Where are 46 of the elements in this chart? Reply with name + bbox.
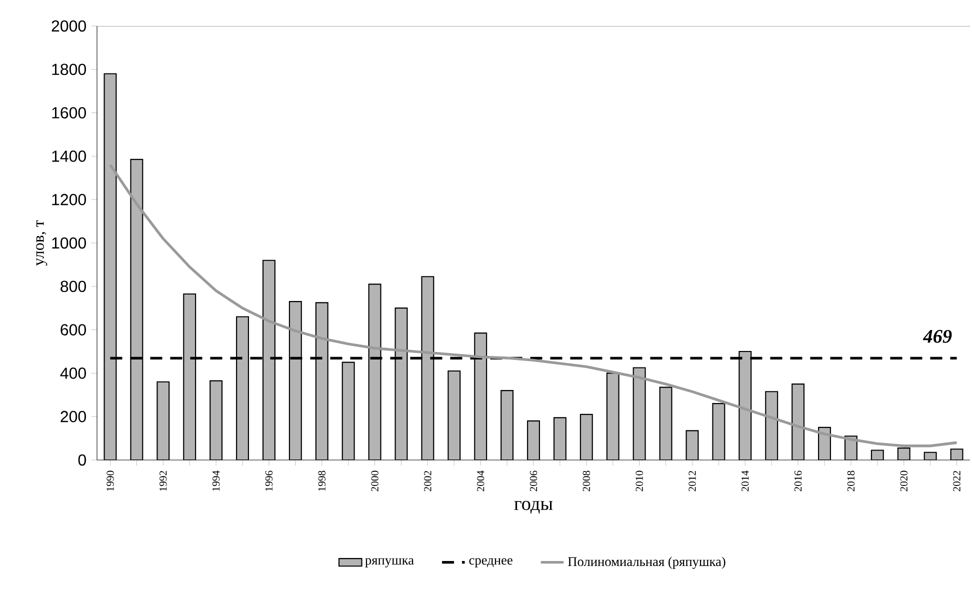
bar	[183, 293, 196, 460]
bar	[315, 302, 328, 460]
x-tick-label: 1996	[265, 470, 273, 491]
bar	[156, 381, 170, 460]
x-tick-label: 2014	[742, 470, 749, 492]
x-tick-label: 1990	[106, 470, 114, 491]
x-tick-label: 2012	[688, 470, 696, 492]
x-tick-label: 2000	[371, 470, 378, 492]
x-tick-label: 2008	[582, 470, 590, 492]
bar	[262, 260, 276, 460]
y-tick-label: 400	[60, 368, 86, 379]
bar	[500, 390, 514, 460]
x-tick-label: 2022	[953, 470, 960, 492]
legend-label: Полиномиальная (ряпушка)	[568, 556, 726, 569]
x-tick-label: 1998	[318, 470, 326, 491]
bar	[606, 372, 620, 460]
y-tick-label: 800	[60, 280, 86, 292]
y-tick-label: 200	[60, 410, 86, 422]
y-tick-label: 2000	[52, 20, 86, 32]
x-axis-title: годы	[514, 500, 553, 514]
x-tick-label: 2006	[530, 470, 538, 492]
x-tick-label: 1992	[160, 470, 167, 491]
y-tick-label: 1400	[52, 150, 86, 162]
x-tick-label: 1994	[212, 470, 220, 491]
legend-label: среднее	[469, 558, 512, 568]
y-tick-label: 0	[78, 454, 86, 466]
y-axis-title: улов, т	[36, 220, 48, 266]
x-tick-label: 2004	[477, 470, 484, 492]
bar	[553, 417, 566, 460]
x-tick-label: 2010	[636, 470, 643, 492]
x-tick-label: 2016	[794, 470, 802, 492]
y-tick-label: 1600	[52, 107, 86, 118]
y-tick-label: 1000	[52, 237, 86, 249]
y-tick-label: 1200	[52, 194, 86, 206]
bar	[210, 380, 223, 460]
y-tick-label: 1800	[52, 64, 86, 76]
bar	[527, 420, 540, 460]
y-tick-label: 600	[60, 324, 86, 336]
x-tick-label: 2018	[847, 470, 855, 492]
legend-label: ряпушка	[365, 558, 414, 568]
annotation: 469	[922, 330, 952, 343]
bar	[580, 414, 593, 460]
bar	[448, 370, 461, 460]
bar	[236, 316, 249, 460]
x-tick-label: 2002	[424, 470, 432, 492]
x-tick-label: 2020	[900, 470, 908, 492]
